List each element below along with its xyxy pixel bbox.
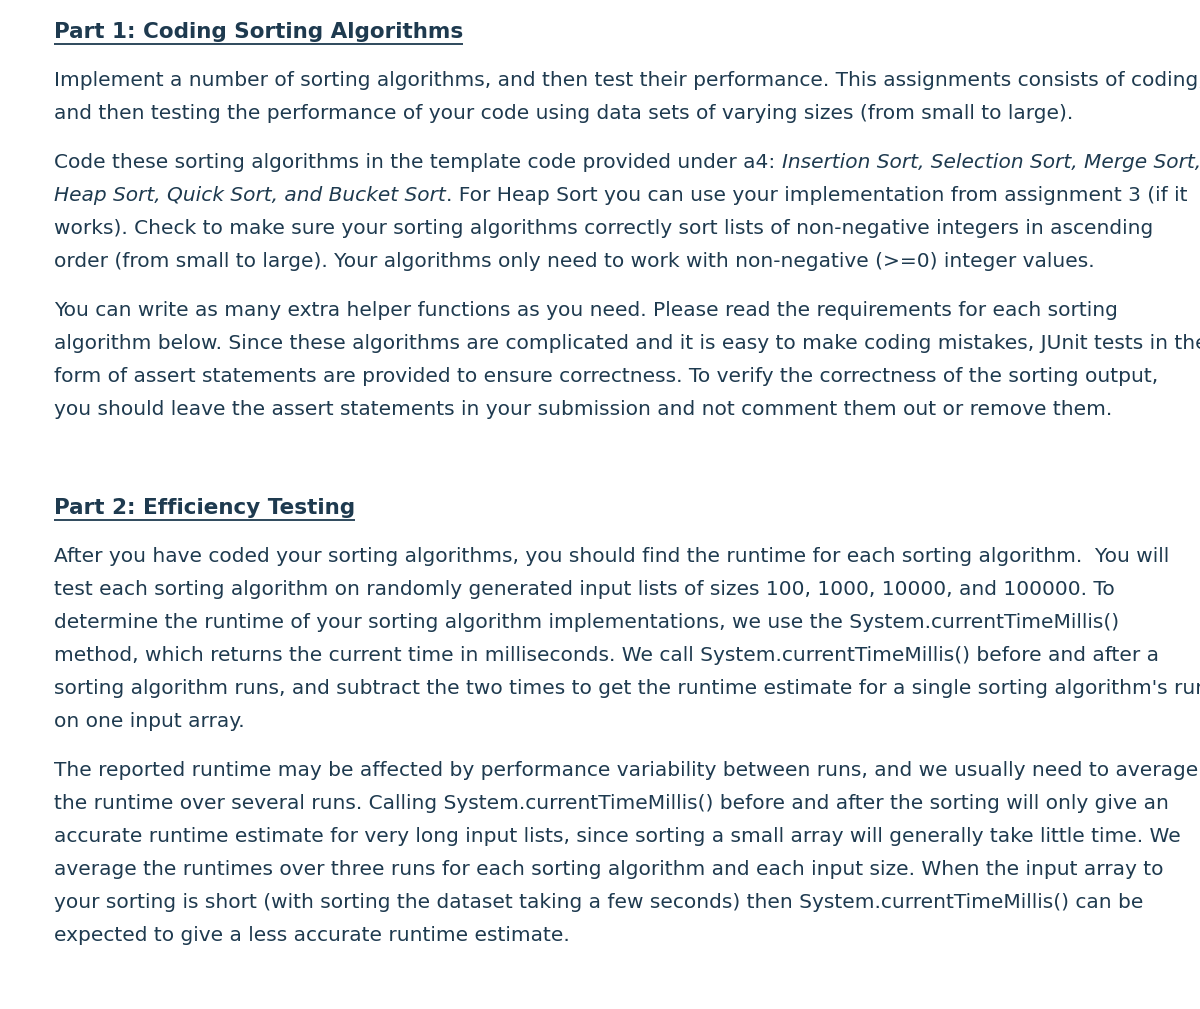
- Text: you should leave the assert statements in your submission and not comment them o: you should leave the assert statements i…: [54, 400, 1112, 419]
- Text: Part 1: Coding Sorting Algorithms: Part 1: Coding Sorting Algorithms: [54, 22, 463, 42]
- Text: the runtime over several runs. Calling System.currentTimeMillis() before and aft: the runtime over several runs. Calling S…: [54, 794, 1169, 813]
- Text: Implement a number of sorting algorithms, and then test their performance. This : Implement a number of sorting algorithms…: [54, 71, 1200, 90]
- Text: and then testing the performance of your code using data sets of varying sizes (: and then testing the performance of your…: [54, 104, 1073, 123]
- Text: expected to give a less accurate runtime estimate.: expected to give a less accurate runtime…: [54, 926, 570, 945]
- Text: algorithm below. Since these algorithms are complicated and it is easy to make c: algorithm below. Since these algorithms …: [54, 334, 1200, 353]
- Text: Insertion Sort, Selection Sort, Merge Sort,: Insertion Sort, Selection Sort, Merge So…: [781, 153, 1200, 172]
- Text: on one input array.: on one input array.: [54, 712, 245, 731]
- Text: average the runtimes over three runs for each sorting algorithm and each input s: average the runtimes over three runs for…: [54, 860, 1164, 879]
- Text: accurate runtime estimate for very long input lists, since sorting a small array: accurate runtime estimate for very long …: [54, 827, 1181, 846]
- Text: method, which returns the current time in milliseconds. We call System.currentTi: method, which returns the current time i…: [54, 646, 1159, 665]
- Text: order (from small to large). Your algorithms only need to work with non-negative: order (from small to large). Your algori…: [54, 252, 1094, 271]
- Text: Part 2: Efficiency Testing: Part 2: Efficiency Testing: [54, 498, 355, 518]
- Text: form of assert statements are provided to ensure correctness. To verify the corr: form of assert statements are provided t…: [54, 367, 1158, 386]
- Text: your sorting is short (with sorting the dataset taking a few seconds) then Syste: your sorting is short (with sorting the …: [54, 893, 1144, 912]
- Text: After you have coded your sorting algorithms, you should find the runtime for ea: After you have coded your sorting algori…: [54, 547, 1169, 566]
- Text: Code these sorting algorithms in the template code provided under a4:: Code these sorting algorithms in the tem…: [54, 153, 781, 172]
- Text: works). Check to make sure your sorting algorithms correctly sort lists of non-n: works). Check to make sure your sorting …: [54, 219, 1153, 238]
- Text: Heap Sort, Quick Sort, and Bucket Sort: Heap Sort, Quick Sort, and Bucket Sort: [54, 186, 445, 205]
- Text: The reported runtime may be affected by performance variability between runs, an: The reported runtime may be affected by …: [54, 761, 1199, 780]
- Text: determine the runtime of your sorting algorithm implementations, we use the Syst: determine the runtime of your sorting al…: [54, 613, 1120, 632]
- Text: . For Heap Sort you can use your implementation from assignment 3 (if it: . For Heap Sort you can use your impleme…: [445, 186, 1187, 205]
- Text: test each sorting algorithm on randomly generated input lists of sizes 100, 1000: test each sorting algorithm on randomly …: [54, 580, 1115, 599]
- Text: sorting algorithm runs, and subtract the two times to get the runtime estimate f: sorting algorithm runs, and subtract the…: [54, 679, 1200, 698]
- Text: You can write as many extra helper functions as you need. Please read the requir: You can write as many extra helper funct…: [54, 301, 1118, 320]
